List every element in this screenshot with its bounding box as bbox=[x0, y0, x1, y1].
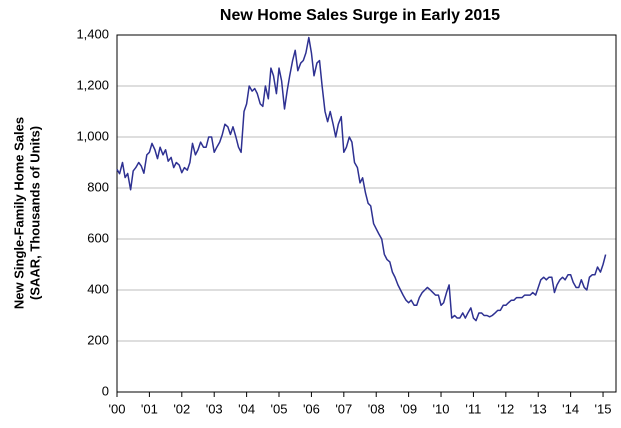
x-tick-label: '01 bbox=[141, 401, 158, 416]
x-tick-label: '10 bbox=[433, 401, 450, 416]
line bbox=[116, 36, 607, 322]
x-tick-label: '05 bbox=[271, 401, 288, 416]
plot-frame bbox=[116, 34, 617, 393]
x-tick-label: '03 bbox=[206, 401, 223, 416]
x-tick-label: '13 bbox=[530, 401, 547, 416]
y-axis-label: (SAAR, Thousands of Units) bbox=[27, 126, 42, 300]
chart-title: New Home Sales Surge in Early 2015 bbox=[220, 7, 500, 24]
x-tick-label: '12 bbox=[497, 401, 514, 416]
x-tick-label: '02 bbox=[173, 401, 190, 416]
y-tick-label: 600 bbox=[87, 230, 109, 245]
x-tick-label: '08 bbox=[368, 401, 385, 416]
x-tick-label: '11 bbox=[465, 401, 481, 416]
x-tick-label: '06 bbox=[303, 401, 320, 416]
x-tick-label: '04 bbox=[238, 401, 255, 416]
y-tick-label: 800 bbox=[87, 179, 109, 194]
x-tick-label: '09 bbox=[400, 401, 417, 416]
x-tick-label: '15 bbox=[595, 401, 612, 416]
y-tick-label: 1,000 bbox=[76, 128, 109, 143]
y-tick-label: 1,400 bbox=[76, 26, 109, 41]
y-tick-label: 400 bbox=[87, 281, 109, 296]
x-tick-label: '14 bbox=[562, 401, 579, 416]
y-tick-label: 1,200 bbox=[76, 77, 109, 92]
y-axis-label: New Single-Family Home Sales bbox=[11, 117, 26, 309]
x-tick-label: '07 bbox=[335, 401, 352, 416]
y-tick-label: 0 bbox=[102, 383, 109, 398]
x-tick-label: '00 bbox=[109, 401, 126, 416]
y-tick-label: 200 bbox=[87, 332, 109, 347]
